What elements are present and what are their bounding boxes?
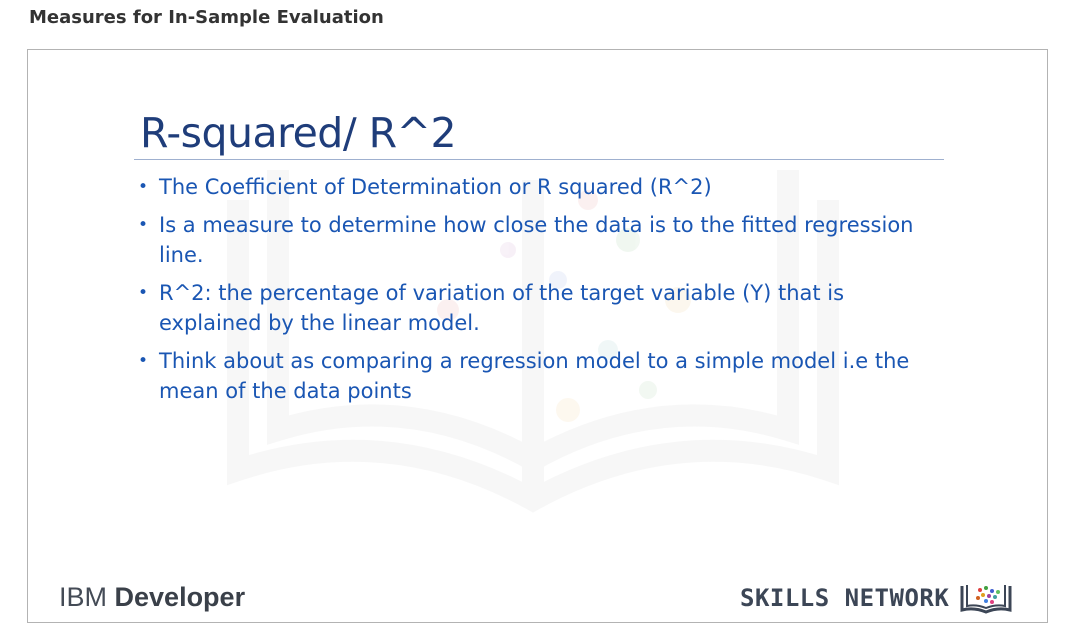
video-slide[interactable]: R-squared/ R^2 • The Coefficient of Dete… bbox=[27, 49, 1048, 623]
bullet-dot: • bbox=[138, 351, 149, 371]
bullet-text: Think about as comparing a regression mo… bbox=[159, 349, 910, 403]
bullet-text: Is a measure to determine how close the … bbox=[159, 213, 914, 267]
book-icon bbox=[960, 585, 1012, 614]
bullet-dot: • bbox=[138, 283, 149, 303]
list-item: • The Coefficient of Determination or R … bbox=[136, 172, 926, 202]
skills-network-logo: SKILLS NETWORK bbox=[740, 582, 1014, 614]
ibm-developer-logo: IBM Developer bbox=[59, 580, 245, 614]
list-item: • Think about as comparing a regression … bbox=[136, 346, 926, 406]
bullet-dot: • bbox=[138, 215, 149, 235]
ibm-logo-prefix: IBM bbox=[59, 582, 115, 612]
title-divider bbox=[134, 159, 944, 160]
list-item: • R^2: the percentage of variation of th… bbox=[136, 278, 926, 338]
list-item: • Is a measure to determine how close th… bbox=[136, 210, 926, 270]
page-heading: Measures for In-Sample Evaluation bbox=[29, 7, 384, 28]
bullet-text: The Coefficient of Determination or R sq… bbox=[159, 175, 712, 199]
bullet-dot: • bbox=[138, 177, 149, 197]
skills-network-text: SKILLS NETWORK bbox=[740, 584, 950, 612]
ibm-logo-strong: Developer bbox=[114, 582, 246, 612]
book-watermark bbox=[227, 170, 839, 513]
slide-title: R-squared/ R^2 bbox=[140, 109, 457, 157]
bullet-list: • The Coefficient of Determination or R … bbox=[136, 172, 926, 414]
bullet-text: R^2: the percentage of variation of the … bbox=[159, 281, 845, 335]
